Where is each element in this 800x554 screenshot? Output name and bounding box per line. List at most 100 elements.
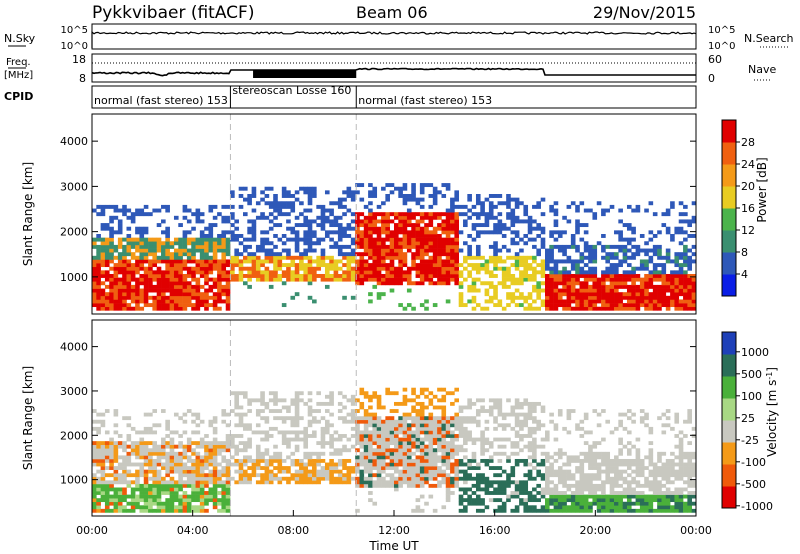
velocity-cell (402, 426, 408, 431)
power-cell (670, 277, 675, 282)
power-cell (221, 234, 227, 238)
velocity-cell (618, 494, 623, 499)
power-cell (670, 292, 675, 297)
power-cell (303, 266, 309, 271)
power-cell (92, 284, 97, 289)
power-cell (501, 201, 507, 206)
velocity-cell (312, 434, 317, 438)
power-cell (355, 219, 360, 224)
velocity-cell (670, 473, 675, 478)
power-cell (510, 219, 516, 224)
velocity-cell (553, 508, 559, 513)
velocity-cell (148, 487, 153, 492)
power-cell (493, 241, 498, 246)
velocity-cell (169, 455, 175, 460)
velocity-cell (514, 405, 520, 410)
power-cell (316, 215, 321, 220)
power-cell (303, 234, 309, 238)
velocity-cell (626, 494, 632, 499)
power-cell (545, 288, 550, 293)
power-cell (199, 219, 205, 224)
velocity-cell (260, 476, 265, 481)
power-cell (324, 255, 330, 260)
velocity-cell (419, 416, 425, 421)
velocity-cell (337, 409, 343, 413)
power-cell (307, 234, 313, 238)
velocity-cell (549, 480, 554, 485)
velocity-cell (566, 409, 572, 413)
velocity-cell (165, 505, 170, 510)
power-cell (230, 194, 235, 198)
velocity-cell (368, 469, 373, 474)
velocity-cell (428, 483, 434, 488)
velocity-cell (169, 462, 175, 467)
velocity-cell (135, 441, 140, 446)
velocity-cell (346, 466, 352, 470)
velocity-cell (432, 448, 438, 453)
power-cell (614, 230, 619, 235)
power-cell (273, 277, 278, 282)
power-cell (385, 194, 390, 198)
velocity-cell (605, 462, 611, 467)
power-cell (303, 277, 309, 282)
power-cell (665, 284, 671, 289)
power-cell (225, 252, 231, 257)
power-cell (178, 241, 183, 246)
velocity-cell (570, 491, 576, 495)
power-cell (514, 230, 520, 235)
power-cell (148, 288, 153, 293)
power-cell (588, 248, 593, 253)
power-cell (204, 277, 209, 282)
velocity-cell (557, 480, 563, 485)
power-cell (562, 259, 567, 264)
power-cell (467, 248, 472, 253)
velocity-cell (255, 412, 261, 417)
velocity-cell (510, 444, 516, 449)
power-cell (186, 292, 192, 297)
velocity-cell (109, 483, 114, 488)
velocity-cell (148, 483, 153, 488)
velocity-cell (614, 466, 619, 470)
velocity-cell (372, 426, 378, 431)
power-cell (143, 230, 149, 235)
velocity-cell (652, 480, 658, 485)
power-cell (506, 226, 511, 231)
power-cell (148, 263, 153, 268)
power-cell (135, 292, 140, 297)
power-cell (182, 252, 188, 257)
velocity-cell (169, 508, 175, 513)
velocity-cell (635, 437, 641, 442)
velocity-cell (432, 405, 438, 410)
power-cell (381, 212, 386, 217)
velocity-cell (139, 473, 145, 478)
power-cell (225, 277, 231, 282)
power-cell (255, 263, 261, 268)
power-cell (346, 277, 352, 282)
velocity-cell (475, 473, 481, 478)
velocity-cell (286, 476, 291, 481)
power-cell (204, 248, 209, 253)
velocity-cell (139, 505, 145, 510)
power-cell (320, 212, 326, 217)
power-cell (230, 270, 235, 275)
power-cell (191, 248, 196, 253)
power-cell (514, 281, 520, 286)
power-cell (394, 237, 399, 242)
power-cell (359, 270, 365, 275)
power-cell (648, 299, 654, 304)
power-cell (450, 255, 455, 260)
power-cell (549, 230, 554, 235)
velocity-cell (545, 466, 550, 470)
velocity-cell (657, 469, 662, 474)
power-cell (570, 292, 576, 297)
velocity-cell (230, 391, 235, 396)
velocity-cell (363, 451, 369, 456)
velocity-cell (463, 473, 468, 478)
velocity-cell (458, 416, 464, 421)
power-cell (488, 201, 494, 206)
power-cell (135, 288, 140, 293)
velocity-cell (109, 451, 114, 456)
velocity-cell (320, 441, 326, 446)
velocity-cell (96, 508, 101, 513)
power-cell (432, 270, 438, 275)
